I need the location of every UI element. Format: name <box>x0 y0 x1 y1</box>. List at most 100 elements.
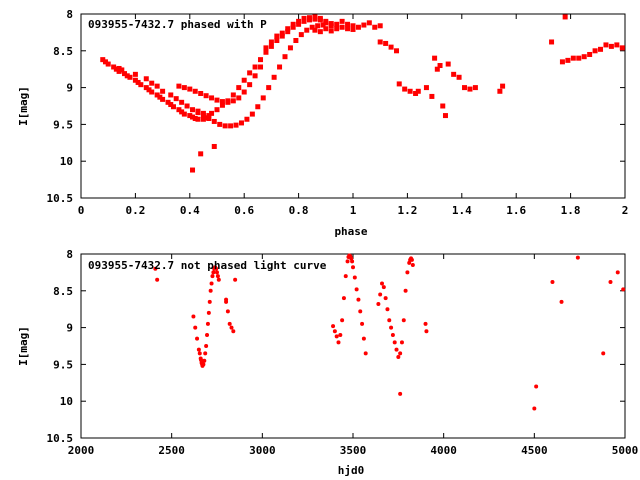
x-tick-labels: 2000 2500 3000 3500 4000 4500 5000 <box>68 444 639 457</box>
data-point <box>111 64 117 70</box>
y-tick-label: 9.5 <box>53 358 73 371</box>
data-point <box>200 110 206 116</box>
data-point <box>334 26 340 32</box>
data-point <box>409 257 414 262</box>
data-point <box>195 116 201 122</box>
plot-frame <box>80 13 626 199</box>
data-point <box>198 90 204 96</box>
data-point <box>217 121 223 127</box>
y-tick-labels: 8 8.5 9 9.5 10 10.5 <box>47 8 74 205</box>
data-point <box>331 324 336 329</box>
data-point <box>198 151 204 157</box>
data-point <box>193 325 198 330</box>
data-point <box>203 351 208 356</box>
data-point <box>214 266 219 271</box>
data-point <box>405 270 410 275</box>
data-point <box>279 33 285 39</box>
data-point <box>601 351 606 356</box>
data-point <box>423 321 428 326</box>
data-point <box>350 23 356 29</box>
y-tick-label: 10.5 <box>47 432 74 445</box>
data-point <box>173 96 179 102</box>
data-point <box>437 63 443 69</box>
data-point <box>559 299 564 304</box>
data-point <box>100 57 106 63</box>
data-point <box>293 37 299 43</box>
data-point <box>119 67 125 73</box>
data-point <box>576 55 582 61</box>
data-point <box>219 99 225 105</box>
data-point <box>206 113 212 119</box>
data-point <box>383 40 389 46</box>
data-point <box>440 103 446 109</box>
data-point <box>497 88 503 94</box>
data-point <box>203 115 209 121</box>
data-point <box>184 103 190 109</box>
data-point <box>312 14 318 20</box>
x-tick-label: 0.4 <box>180 204 200 217</box>
data-point <box>608 279 613 284</box>
data-point <box>615 270 620 275</box>
unphased-light-curve-chart: 2000 2500 3000 3500 4000 4500 5000 8 8.5 9 9.5 10 1… <box>17 248 638 477</box>
data-point <box>296 18 302 24</box>
data-point <box>603 42 609 48</box>
data-point <box>203 93 209 99</box>
data-point <box>462 85 468 91</box>
data-point <box>135 79 141 85</box>
data-point <box>113 66 119 72</box>
data-point <box>445 61 451 67</box>
data-point <box>160 96 166 102</box>
chart-title: 093955-7432.7 not phased light curve <box>88 259 327 272</box>
x-tick-label: 2 <box>622 204 629 217</box>
data-point <box>361 336 366 341</box>
data-point <box>336 340 341 345</box>
data-point <box>402 86 408 92</box>
data-point <box>332 329 337 334</box>
data-point <box>214 107 220 113</box>
data-point <box>387 318 392 323</box>
data-point <box>196 347 201 352</box>
data-point <box>285 26 291 32</box>
data-point <box>263 45 269 51</box>
x-axis-label: phase <box>334 225 367 238</box>
y-tick-label: 9 <box>66 322 73 335</box>
data-point <box>424 329 429 334</box>
x-tick-label: 1.6 <box>506 204 526 217</box>
data-point <box>377 39 383 45</box>
data-point <box>233 277 238 282</box>
x-tick-label: 0.6 <box>234 204 254 217</box>
y-tick-label: 10 <box>60 155 73 168</box>
data-point <box>575 255 580 260</box>
data-point <box>385 307 390 312</box>
data-point <box>378 292 383 297</box>
data-point <box>550 279 555 284</box>
data-point <box>587 51 593 57</box>
data-point <box>415 88 421 94</box>
data-point <box>258 64 264 70</box>
data-point <box>372 24 378 30</box>
data-point <box>401 318 406 323</box>
data-point <box>570 55 576 61</box>
data-point <box>168 102 174 108</box>
data-point <box>312 27 318 33</box>
data-point <box>127 74 133 80</box>
data-point <box>287 45 293 51</box>
x-tick-labels: 0 0.2 0.4 0.6 0.8 1 1.2 1.4 1.6 1.8 2 <box>78 204 629 217</box>
data-point <box>343 274 348 279</box>
data-point <box>351 265 355 270</box>
data-point <box>205 332 210 337</box>
x-tick-label: 1.2 <box>397 204 417 217</box>
y-tick-label: 10.5 <box>47 192 74 205</box>
data-point <box>592 48 598 54</box>
data-point <box>190 167 196 173</box>
data-point <box>451 71 457 77</box>
data-point <box>160 88 166 94</box>
data-point <box>105 61 111 67</box>
data-point <box>354 287 359 292</box>
data-point <box>290 24 296 30</box>
x-tick-label: 0.2 <box>125 204 145 217</box>
data-point <box>214 97 220 103</box>
data-point <box>315 23 321 29</box>
data-point <box>317 29 323 35</box>
data-point <box>219 102 225 108</box>
